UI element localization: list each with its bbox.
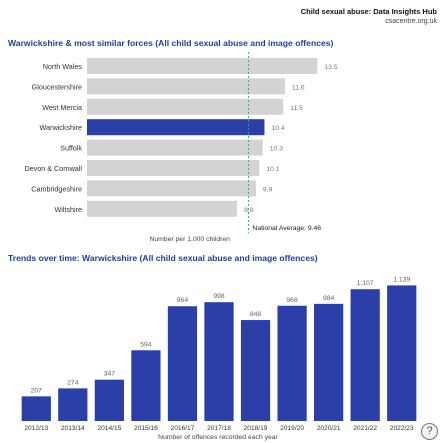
tick-label-2018-19: 2018/19 bbox=[244, 425, 268, 432]
bar-2012-13[interactable] bbox=[21, 396, 51, 421]
bar-cambridgeshire[interactable] bbox=[87, 180, 256, 197]
x-axis-label: Number per 1,000 children bbox=[149, 236, 230, 243]
category-label-suffolk: Suffolk bbox=[60, 144, 82, 153]
category-label-warwickshire: Warwickshire bbox=[40, 123, 82, 132]
value-label-wiltshire: 8.8 bbox=[244, 207, 254, 214]
bar-2018-19[interactable] bbox=[240, 320, 271, 421]
trend-chart-title: Trends over time: Warwickshire (All chil… bbox=[8, 253, 318, 263]
value-label-2019-20: 968 bbox=[286, 297, 298, 304]
tick-label-2022-23: 2022/23 bbox=[390, 425, 414, 432]
bar-2013-14[interactable] bbox=[58, 388, 88, 421]
category-label-cambridgeshire: Cambridgeshire bbox=[31, 184, 82, 193]
tick-label-2012-13: 2012/13 bbox=[24, 425, 48, 432]
category-label-devon-cornwall: Devon & Cornwall bbox=[24, 164, 82, 173]
national-average-label: National Average: 9.46 bbox=[252, 225, 321, 232]
bar-2019-20[interactable] bbox=[277, 305, 307, 421]
bar-2014-15[interactable] bbox=[94, 379, 124, 421]
value-label-2020-21: 984 bbox=[323, 295, 335, 302]
bar-2016-17[interactable] bbox=[167, 306, 198, 421]
x-axis-label: Number of offences recorded each year bbox=[158, 434, 278, 441]
value-label-warwickshire: 10.4 bbox=[271, 125, 284, 132]
bar-gloucestershire[interactable] bbox=[87, 78, 285, 95]
value-label-2014-15: 347 bbox=[104, 371, 116, 378]
value-label-2018-19: 848 bbox=[250, 311, 262, 318]
bar-wiltshire[interactable] bbox=[87, 200, 238, 217]
tick-label-2013-14: 2013/14 bbox=[61, 425, 85, 432]
tick-label-2020-21: 2020/21 bbox=[317, 425, 341, 432]
comparison-bar-chart: North Wales 13.5 Gloucestershire 11.6 West M… bbox=[24, 52, 338, 243]
value-label-2016-17: 964 bbox=[177, 297, 189, 304]
help-icon[interactable]: ? bbox=[421, 423, 438, 440]
tick-label-2019-20: 2019/20 bbox=[280, 425, 304, 432]
bar-north-wales[interactable] bbox=[87, 58, 318, 74]
value-label-west-mercia: 11.5 bbox=[290, 105, 303, 112]
value-label-suffolk: 10.3 bbox=[270, 146, 283, 153]
comparison-chart-title: Warwickshire & most similar forces (All … bbox=[8, 38, 334, 48]
value-label-gloucestershire: 11.6 bbox=[292, 84, 305, 91]
brand-title: Child sexual abuse: Data Insights Hub bbox=[300, 7, 437, 16]
tick-label-2015-16: 2015/16 bbox=[134, 425, 158, 432]
bar-2017-18[interactable] bbox=[204, 302, 234, 421]
bar-2015-16[interactable] bbox=[131, 350, 161, 421]
value-label-cambridgeshire: 9.9 bbox=[263, 186, 273, 193]
bar-2022-23[interactable] bbox=[387, 285, 417, 421]
tick-label-2017-18: 2017/18 bbox=[207, 425, 231, 432]
value-label-2012-13: 207 bbox=[31, 387, 43, 394]
tick-label-2016-17: 2016/17 bbox=[171, 425, 195, 432]
category-label-gloucestershire: Gloucestershire bbox=[32, 82, 82, 91]
value-label-2021-22: 1,107 bbox=[357, 280, 374, 287]
tick-label-2014-15: 2014/15 bbox=[97, 425, 121, 432]
value-label-2013-14: 274 bbox=[67, 379, 79, 386]
value-label-2017-18: 998 bbox=[213, 293, 225, 300]
value-label-north-wales: 13.5 bbox=[324, 64, 337, 71]
bar-suffolk[interactable] bbox=[87, 139, 263, 156]
bar-warwickshire[interactable] bbox=[87, 119, 265, 136]
value-label-2015-16: 594 bbox=[140, 341, 152, 348]
bar-2020-21[interactable] bbox=[314, 303, 344, 421]
tick-label-2021-22: 2021/22 bbox=[353, 425, 377, 432]
brand-url: csacentre.org.uk bbox=[385, 18, 437, 25]
bar-2021-22[interactable] bbox=[350, 289, 380, 421]
category-label-north-wales: North Wales bbox=[43, 62, 83, 71]
value-label-devon-cornwall: 10.1 bbox=[266, 166, 279, 173]
category-label-west-mercia: West Mercia bbox=[42, 103, 82, 112]
value-label-2022-23: 1,139 bbox=[393, 276, 410, 283]
category-label-wiltshire: Wiltshire bbox=[54, 205, 82, 214]
brand-header: Child sexual abuse: Data Insights Hub cs… bbox=[301, 7, 437, 27]
bar-devon-cornwall[interactable] bbox=[87, 160, 260, 176]
bar-west-mercia[interactable] bbox=[87, 98, 284, 115]
